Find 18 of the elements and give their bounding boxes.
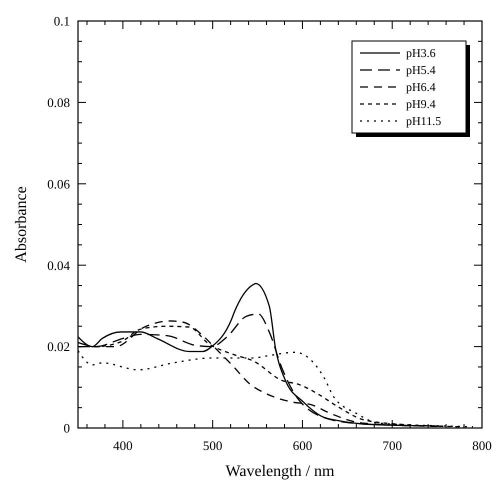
legend-label: pH5.4 — [406, 63, 436, 78]
legend-label: pH6.4 — [406, 80, 436, 94]
x-tick-label: 700 — [382, 438, 402, 453]
y-tick-label: 0.02 — [47, 339, 70, 354]
y-tick-label: 0 — [64, 420, 70, 436]
x-tick-label: 600 — [292, 438, 312, 453]
y-axis-title: Absorbance — [13, 186, 30, 263]
y-tick-label: 0.04 — [47, 258, 70, 273]
legend-label: pH11.5 — [406, 114, 442, 128]
y-tick-label: 0.1 — [54, 14, 70, 29]
x-tick-label: 400 — [113, 438, 133, 453]
x-axis-title: Wavelength / nm — [226, 463, 336, 480]
x-tick-label: 800 — [472, 438, 492, 453]
x-tick-label: 500 — [202, 438, 222, 453]
y-tick-label: 0.06 — [47, 176, 70, 192]
legend-label: pH9.4 — [406, 97, 436, 112]
y-tick-label: 0.08 — [47, 94, 70, 110]
legend-label: pH3.6 — [406, 46, 436, 60]
